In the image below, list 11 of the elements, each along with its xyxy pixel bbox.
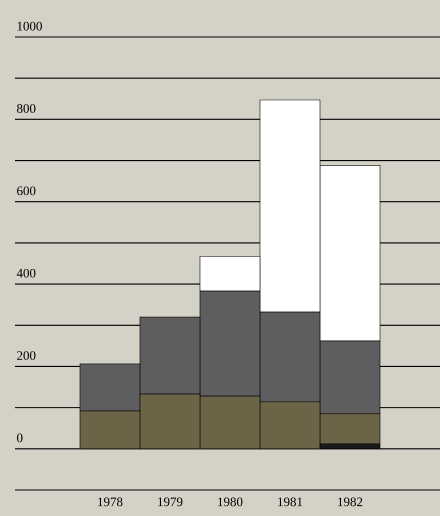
y-tick-label: 1000 bbox=[18, 22, 42, 30]
y-tick-label: 200 bbox=[17, 351, 36, 360]
y-tick-label: 800 bbox=[17, 104, 36, 113]
x-tick-label: 1982 bbox=[338, 498, 362, 506]
y-tick-label: 0 bbox=[17, 434, 23, 442]
x-tick-label: 1980 bbox=[218, 498, 242, 506]
x-tick-label: 1979 bbox=[158, 498, 182, 506]
x-tick-label: 1981 bbox=[278, 498, 302, 506]
x-tick-label: 1978 bbox=[98, 498, 122, 506]
y-tick-label: 400 bbox=[16, 268, 36, 278]
y-tick-label: 600 bbox=[17, 186, 36, 196]
